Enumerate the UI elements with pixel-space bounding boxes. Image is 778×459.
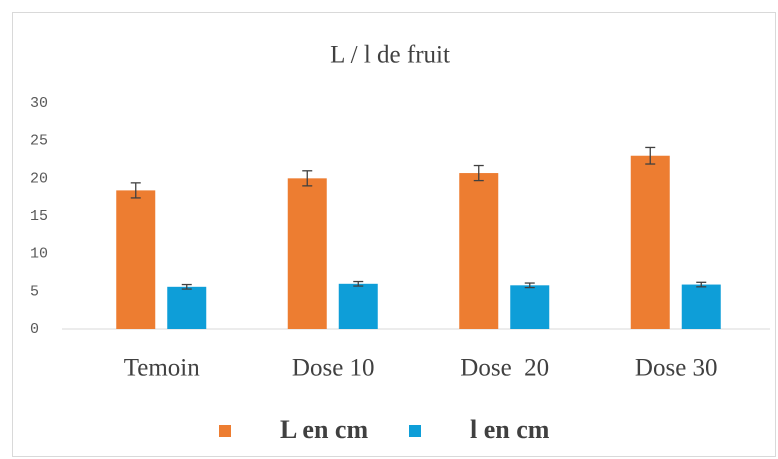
y-tick-label: 30 [30, 95, 48, 112]
bar [510, 285, 550, 329]
legend-label: L en cm [280, 415, 368, 444]
legend-swatch [219, 425, 231, 437]
error-bar [696, 281, 707, 288]
bar [167, 286, 207, 329]
y-tick-label: 20 [30, 170, 48, 187]
y-tick-label: 25 [30, 133, 48, 150]
y-tick-label: 10 [30, 246, 48, 263]
bar [630, 155, 670, 329]
y-tick-label: 0 [30, 321, 39, 338]
error-bar [302, 170, 313, 187]
x-tick-label: Temoin [124, 355, 201, 382]
error-bar [645, 146, 656, 165]
bar [338, 283, 378, 329]
error-bar [130, 182, 141, 199]
bar [116, 190, 156, 329]
chart-title: L / l de fruit [330, 42, 450, 69]
bar [287, 178, 327, 329]
error-bar [353, 280, 364, 287]
x-tick-label: Dose 10 [292, 355, 375, 382]
legend-label: l en cm [470, 415, 550, 444]
error-bar [524, 282, 535, 289]
legend-swatch [409, 425, 421, 437]
error-bar [473, 164, 484, 182]
error-bar [181, 283, 192, 290]
y-tick-label: 5 [30, 283, 39, 300]
x-tick-label: Dose 30 [635, 355, 718, 382]
x-tick-label: Dose 20 [460, 355, 549, 382]
bar [681, 284, 721, 329]
bar [459, 173, 499, 329]
y-tick-label: 15 [30, 208, 48, 225]
